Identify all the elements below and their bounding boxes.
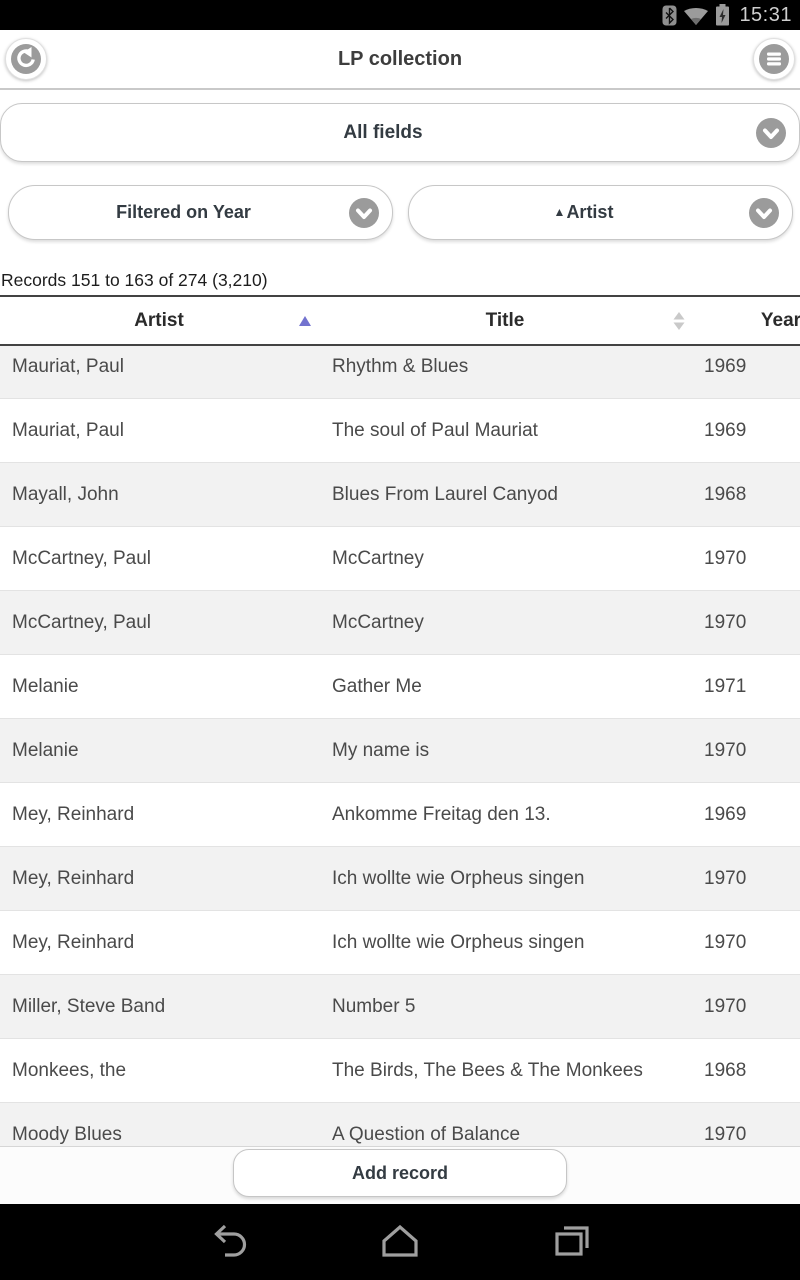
search-field-selector[interactable]: All fields [0, 103, 800, 162]
recents-icon [555, 1225, 589, 1256]
cell-title: The soul of Paul Mauriat [332, 419, 538, 441]
page-title: LP collection [337, 48, 463, 70]
cell-year: 1970 [704, 1123, 747, 1145]
table-row[interactable]: Mey, Reinhard Ich wollte wie Orpheus sin… [0, 847, 800, 911]
app-header: LP collection [0, 30, 800, 90]
cell-title: Ankomme Freitag den 13. [332, 803, 551, 825]
cell-title: McCartney [332, 547, 424, 569]
sort-direction-indicator: ▲ [553, 204, 566, 219]
table-row[interactable]: Mauriat, Paul The soul of Paul Mauriat 1… [0, 399, 800, 463]
battery-charging-icon [716, 4, 730, 26]
cell-artist: Monkees, the [12, 1059, 127, 1081]
cell-title: McCartney [332, 611, 424, 633]
filter-selector[interactable]: Filtered on Year [8, 185, 393, 240]
table-row[interactable]: McCartney, Paul McCartney 1970 [0, 591, 800, 655]
hamburger-menu-icon [759, 44, 789, 74]
footer-bar: Add record [0, 1146, 800, 1204]
cell-artist: McCartney, Paul [12, 547, 152, 569]
column-header-title[interactable]: Title [485, 309, 525, 331]
clock: 15:31 [739, 3, 792, 26]
back-arrow-icon [214, 1224, 247, 1257]
cell-year: 1970 [704, 995, 747, 1017]
android-nav-bar [0, 1204, 800, 1280]
cell-year: 1970 [704, 867, 747, 889]
table-body: Mauriat, Paul Rhythm & Blues 1969 Mauria… [0, 335, 800, 1146]
status-bar: 15:31 [0, 0, 800, 30]
home-icon [382, 1224, 418, 1257]
cell-year: 1970 [704, 739, 747, 761]
cell-title: Blues From Laurel Canyod [332, 483, 558, 505]
chevron-down-icon [349, 197, 379, 228]
cell-title: My name is [332, 739, 430, 761]
cell-artist: Mey, Reinhard [12, 931, 135, 953]
wifi-icon [684, 7, 709, 25]
cell-year: 1969 [704, 419, 747, 441]
table-row[interactable]: Mey, Reinhard Ich wollte wie Orpheus sin… [0, 911, 800, 975]
column-header-artist[interactable]: Artist [134, 309, 184, 331]
cell-year: 1970 [704, 931, 747, 953]
add-record-button[interactable]: Add record [233, 1149, 567, 1197]
cell-artist: Melanie [12, 739, 79, 761]
filter-value: Filtered on Year [116, 202, 251, 222]
cell-artist: Melanie [12, 675, 79, 697]
table-row[interactable]: Melanie My name is 1970 [0, 719, 800, 783]
cell-year: 1969 [704, 803, 747, 825]
cell-title: Rhythm & Blues [332, 355, 469, 377]
sort-ascending-icon[interactable] [298, 315, 312, 327]
cell-title: A Question of Balance [332, 1123, 521, 1145]
table-header-row: Artist Title Year [0, 295, 800, 346]
cell-artist: Miller, Steve Band [12, 995, 166, 1017]
cell-title: The Birds, The Bees & The Monkees [332, 1059, 643, 1081]
column-header-year[interactable]: Year [760, 309, 800, 331]
table-row[interactable]: Moody Blues A Question of Balance 1970 [0, 1103, 800, 1146]
records-table: Artist Title Year Mauriat, Paul Rhythm &… [0, 295, 800, 1146]
table-row[interactable]: Mey, Reinhard Ankomme Freitag den 13. 19… [0, 783, 800, 847]
table-row[interactable]: Monkees, the The Birds, The Bees & The M… [0, 1039, 800, 1103]
cell-year: 1969 [704, 355, 747, 377]
table-row[interactable]: Melanie Gather Me 1971 [0, 655, 800, 719]
cell-artist: Mayall, John [12, 483, 119, 505]
table-row[interactable]: Miller, Steve Band Number 5 1970 [0, 975, 800, 1039]
cell-artist: Mey, Reinhard [12, 867, 135, 889]
undo-icon [11, 44, 41, 74]
chevron-down-icon [756, 117, 786, 148]
sort-value: Artist [566, 202, 614, 222]
cell-year: 1968 [704, 483, 747, 505]
nav-back-button[interactable] [206, 1219, 250, 1266]
cell-year: 1971 [704, 675, 747, 697]
cell-artist: Mauriat, Paul [12, 355, 124, 377]
cell-title: Ich wollte wie Orpheus singen [332, 867, 585, 889]
nav-recents-button[interactable] [550, 1219, 594, 1266]
cell-year: 1968 [704, 1059, 747, 1081]
cell-artist: Mauriat, Paul [12, 419, 124, 441]
cell-year: 1970 [704, 611, 747, 633]
cell-title: Gather Me [332, 675, 422, 697]
menu-button[interactable] [753, 38, 795, 80]
sort-both-icon[interactable] [673, 311, 686, 330]
cell-title: Number 5 [332, 995, 416, 1017]
cell-artist: Mey, Reinhard [12, 803, 135, 825]
cell-artist: McCartney, Paul [12, 611, 152, 633]
records-summary: Records 151 to 163 of 274 (3,210) [1, 270, 268, 290]
cell-artist: Moody Blues [12, 1123, 122, 1145]
search-field-value: All fields [343, 121, 423, 143]
table-row[interactable]: McCartney, Paul McCartney 1970 [0, 527, 800, 591]
table-row[interactable]: Mayall, John Blues From Laurel Canyod 19… [0, 463, 800, 527]
chevron-down-icon [749, 197, 779, 228]
nav-home-button[interactable] [378, 1219, 422, 1266]
sort-selector[interactable]: ▲ Artist [408, 185, 793, 240]
bluetooth-icon [662, 5, 677, 25]
cell-title: Ich wollte wie Orpheus singen [332, 931, 585, 953]
back-undo-button[interactable] [5, 38, 47, 80]
cell-year: 1970 [704, 547, 747, 569]
